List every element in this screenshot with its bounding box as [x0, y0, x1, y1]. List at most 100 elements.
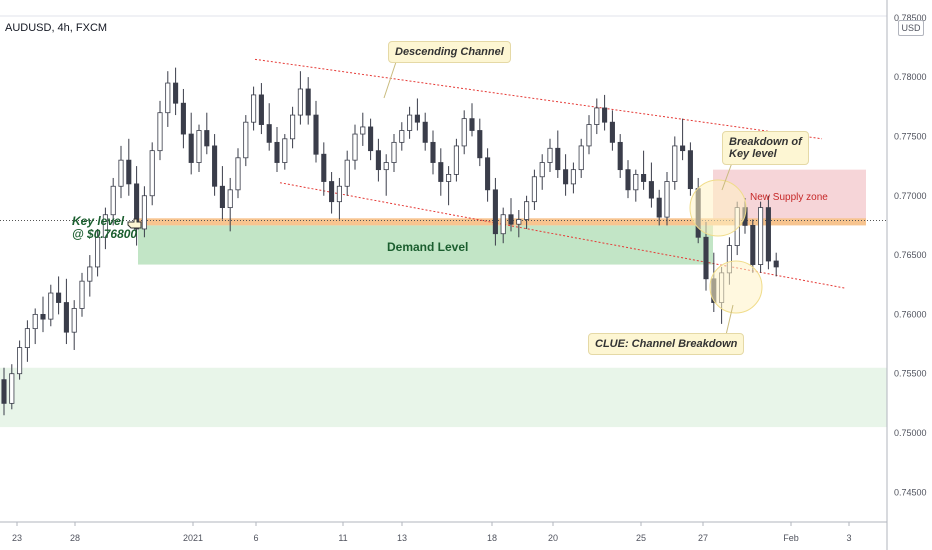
candle — [102, 207, 108, 250]
candle-body — [680, 145, 686, 152]
candle-body — [516, 219, 522, 225]
candle — [196, 124, 202, 173]
candle — [500, 207, 506, 244]
candle — [266, 103, 272, 151]
candle — [594, 98, 600, 135]
price-axis-label: 0.76500 — [894, 250, 927, 260]
candle-body — [266, 124, 272, 143]
price-axis-label: 0.75500 — [894, 369, 927, 379]
candle — [492, 177, 498, 246]
candle-body — [453, 145, 459, 175]
candle-body — [1, 379, 7, 404]
candle — [204, 112, 210, 155]
candle — [750, 219, 756, 273]
candle — [17, 340, 23, 380]
key-level-line2: @ $0.76800 — [72, 227, 138, 241]
candle-body — [32, 313, 38, 330]
candle — [765, 195, 771, 270]
candle — [235, 148, 241, 199]
time-axis-label: 11 — [338, 533, 347, 543]
candle-body — [687, 150, 693, 190]
candle-body — [40, 313, 46, 320]
candle — [469, 103, 475, 137]
candle — [79, 272, 85, 317]
candle — [165, 71, 171, 127]
axis-layer: 0.78500 0.78000 0.77500 0.77000 0.76500 0.760… — [12, 13, 927, 543]
candle — [40, 296, 46, 333]
overlay-layer — [383, 61, 763, 336]
candle — [329, 172, 335, 214]
candle — [1, 367, 7, 416]
price-axis-label: 0.76000 — [894, 309, 927, 319]
candle-body — [547, 147, 553, 163]
candle-body — [422, 121, 428, 143]
time-axis-label: 23 — [12, 533, 22, 543]
demand-zone — [138, 225, 713, 265]
candle — [282, 134, 288, 170]
candle — [438, 148, 444, 196]
descending-channel-label: Descending Channel — [395, 46, 504, 58]
candle — [32, 308, 38, 345]
candle-body — [157, 112, 163, 152]
candle — [243, 115, 249, 167]
candle-body — [360, 126, 366, 135]
candle-body — [578, 145, 584, 171]
candle — [24, 320, 30, 362]
candle — [274, 126, 280, 173]
candle — [633, 169, 639, 202]
candle — [617, 134, 623, 178]
candle — [321, 142, 327, 196]
candle-body — [641, 173, 647, 182]
candle-body — [633, 173, 639, 191]
candle-body — [438, 162, 444, 182]
candle-body — [469, 118, 475, 131]
candle — [375, 138, 381, 182]
candle-body — [563, 169, 569, 185]
candle — [336, 177, 342, 220]
candle-body — [539, 162, 545, 178]
candle — [95, 228, 101, 277]
key-level-label: Key level @ $0.76800 — [72, 215, 137, 241]
price-axis-label: 0.78000 — [894, 72, 927, 82]
candle-body — [485, 157, 491, 191]
candle — [212, 134, 218, 196]
breakdown-pointer-line — [721, 159, 734, 191]
demand-level-label: Demand Level — [387, 240, 469, 254]
candle-body — [656, 197, 662, 218]
candle-body — [765, 207, 771, 262]
candle — [149, 142, 155, 206]
candle-body — [329, 181, 335, 203]
time-axis-label: 27 — [698, 533, 708, 543]
candle — [258, 83, 264, 135]
candle-body — [531, 176, 537, 203]
candle-body — [196, 130, 202, 163]
currency-badge[interactable]: USD — [898, 20, 924, 36]
candle — [609, 110, 615, 151]
clue-callout: CLUE: Channel Breakdown — [588, 333, 745, 355]
candle — [563, 154, 569, 196]
candle — [680, 118, 686, 161]
candle — [547, 138, 553, 173]
breakdown-callout: Breakdown of Key level — [722, 131, 809, 165]
candle — [570, 162, 576, 194]
candle — [446, 166, 452, 206]
candle-body — [118, 159, 124, 187]
candle — [625, 160, 631, 199]
candle-body — [282, 138, 288, 163]
candle — [391, 134, 397, 173]
candle-body — [71, 308, 77, 333]
candle — [227, 177, 233, 232]
descending-channel-callout: Descending Channel — [388, 41, 511, 63]
candle-body — [173, 82, 179, 104]
clue-highlight-circle — [709, 260, 763, 314]
candle-body — [446, 173, 452, 182]
time-axis-label: 25 — [636, 533, 646, 543]
candle-body — [321, 153, 327, 182]
candle-body — [375, 150, 381, 171]
candle — [290, 106, 296, 149]
candle-body — [243, 121, 249, 159]
candle — [157, 100, 163, 161]
candle-body — [602, 107, 608, 123]
candle-body — [9, 373, 15, 404]
